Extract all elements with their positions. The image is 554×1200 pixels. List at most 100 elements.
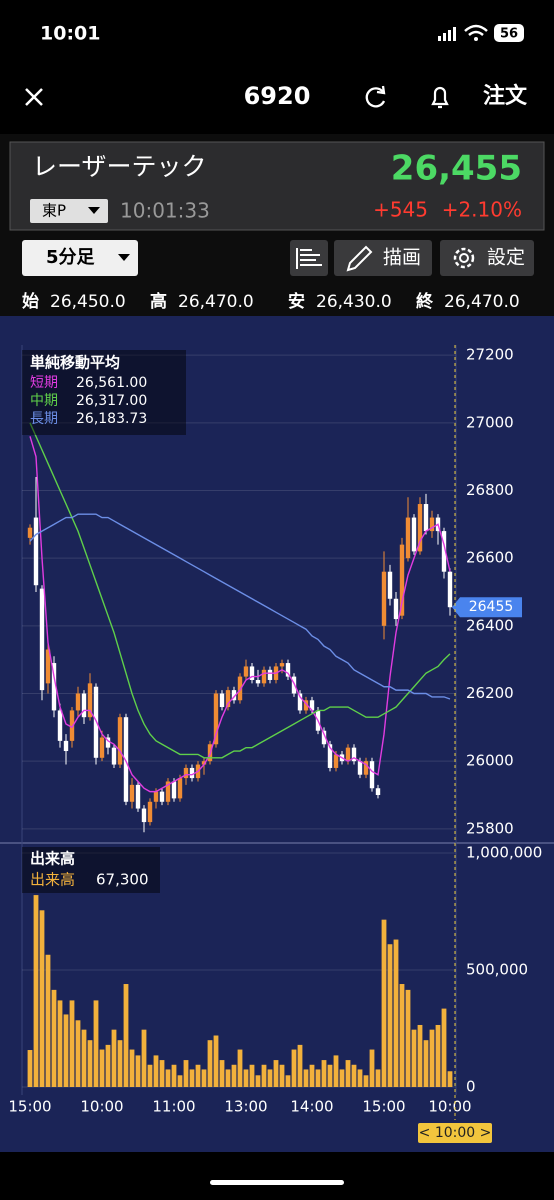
- x-tick-label: 14:00: [290, 1098, 333, 1116]
- candle-body: [123, 717, 129, 802]
- y-tick-label: 26200: [466, 684, 514, 702]
- candle-body: [81, 693, 87, 718]
- volume-bar: [45, 954, 51, 1087]
- volume-bar: [105, 1044, 111, 1087]
- candle-body: [159, 791, 165, 802]
- legend-value: 67,300: [96, 871, 149, 889]
- volume-bar: [351, 1064, 357, 1087]
- indicator-button[interactable]: [290, 240, 328, 276]
- volume-bar: [291, 1049, 297, 1087]
- volume-bar: [339, 1069, 345, 1087]
- y-tick-label: 1,000,000: [466, 843, 542, 861]
- volume-bar: [369, 1049, 375, 1087]
- volume-bar: [333, 1055, 339, 1087]
- volume-bar: [345, 1060, 351, 1087]
- volume-bar: [435, 1024, 441, 1087]
- candle-body: [69, 710, 75, 741]
- y-tick-label: 0: [466, 1078, 476, 1096]
- candle-body: [261, 669, 267, 684]
- status-time: 10:01: [40, 23, 100, 45]
- candle-body: [279, 663, 285, 667]
- volume-bar: [183, 1060, 189, 1087]
- volume-bar: [195, 1064, 201, 1087]
- volume-bar: [75, 1020, 81, 1087]
- volume-bar: [405, 989, 411, 1087]
- indicator-icon: [296, 248, 322, 269]
- x-tick-label: 15:00: [8, 1098, 51, 1116]
- volume-chart: 0 500,000 1,000,000 15:00 10:00 11:00 13:00 14:…: [8, 843, 542, 1143]
- candle-body: [249, 666, 255, 680]
- ohlc-label: 終: [416, 291, 434, 312]
- volume-bar: [447, 1071, 453, 1087]
- candle-body: [237, 676, 243, 701]
- battery-level: 56: [500, 27, 518, 42]
- volume-bar: [231, 1064, 237, 1087]
- draw-label: 描画: [383, 247, 421, 269]
- y-tick-label: 26600: [466, 549, 514, 567]
- volume-bar: [129, 1049, 135, 1087]
- candle-body: [33, 517, 39, 586]
- legend-name: 出来高: [30, 871, 75, 889]
- y-tick-label: 26400: [466, 616, 514, 634]
- ohlc-value: 26,450.0: [50, 292, 126, 312]
- candle-body: [297, 693, 303, 711]
- volume-bar: [315, 1069, 321, 1087]
- volume-bar: [303, 1069, 309, 1087]
- volume-bar: [321, 1060, 327, 1087]
- price-chart: 27200 27000 26800 26600 26400 26200 26000 25800…: [22, 346, 522, 837]
- draw-button[interactable]: [334, 240, 432, 276]
- candle-body: [327, 744, 333, 768]
- candle-body: [303, 700, 309, 711]
- settings-label: 設定: [487, 247, 525, 269]
- volume-bar: [411, 1029, 417, 1087]
- candle-body: [99, 737, 105, 758]
- candle-body: [381, 571, 387, 626]
- bottom-bar: [0, 1152, 554, 1200]
- price-change: +545: [373, 198, 428, 222]
- interval-select[interactable]: [22, 240, 138, 276]
- candle-body: [375, 788, 381, 796]
- candle-body: [441, 531, 447, 572]
- candle-body: [171, 781, 177, 799]
- legend-name: 長期: [30, 411, 58, 427]
- volume-bar: [393, 939, 399, 1087]
- market-label: 東P: [42, 202, 66, 220]
- y-tick-label: 27200: [466, 346, 514, 364]
- interval-label: 5分足: [46, 247, 95, 268]
- market-select[interactable]: [30, 199, 108, 223]
- volume-bar: [309, 1064, 315, 1087]
- candle-body: [183, 767, 189, 779]
- y-tick-label: 25800: [466, 819, 514, 837]
- stock-name: レーザーテック: [32, 152, 207, 181]
- candle-body: [363, 761, 369, 775]
- candle-body: [153, 791, 159, 802]
- candle-body: [105, 737, 111, 748]
- battery-icon: [494, 24, 524, 42]
- stock-price: 26,455: [391, 149, 522, 189]
- volume-bar: [201, 1069, 207, 1087]
- volume-bar: [63, 1014, 69, 1087]
- x-tick-label: 10:00: [428, 1098, 471, 1116]
- order-button[interactable]: 注文: [483, 83, 528, 109]
- volume-bar: [177, 1075, 183, 1087]
- legend-value: 26,183.73: [76, 411, 147, 427]
- gear-center: [459, 253, 469, 263]
- candle-body: [135, 784, 141, 809]
- candle-body: [39, 588, 45, 691]
- candle-body: [243, 666, 249, 677]
- volume-bar: [141, 1029, 147, 1087]
- volume-bar: [189, 1069, 195, 1087]
- candle-body: [447, 571, 453, 608]
- volume-bar: [255, 1075, 261, 1087]
- candle-body: [255, 679, 261, 684]
- volume-bar: [267, 1069, 273, 1087]
- alert-button[interactable]: [431, 86, 449, 109]
- close-button[interactable]: [25, 88, 43, 106]
- gear-icon: [453, 247, 475, 269]
- reload-button[interactable]: [365, 85, 386, 108]
- wifi-dot: [474, 37, 478, 41]
- dropdown-arrow: [118, 254, 130, 261]
- legend-value: 26,317.00: [76, 393, 147, 409]
- candle-body: [429, 517, 435, 532]
- volume-bar: [81, 1029, 87, 1087]
